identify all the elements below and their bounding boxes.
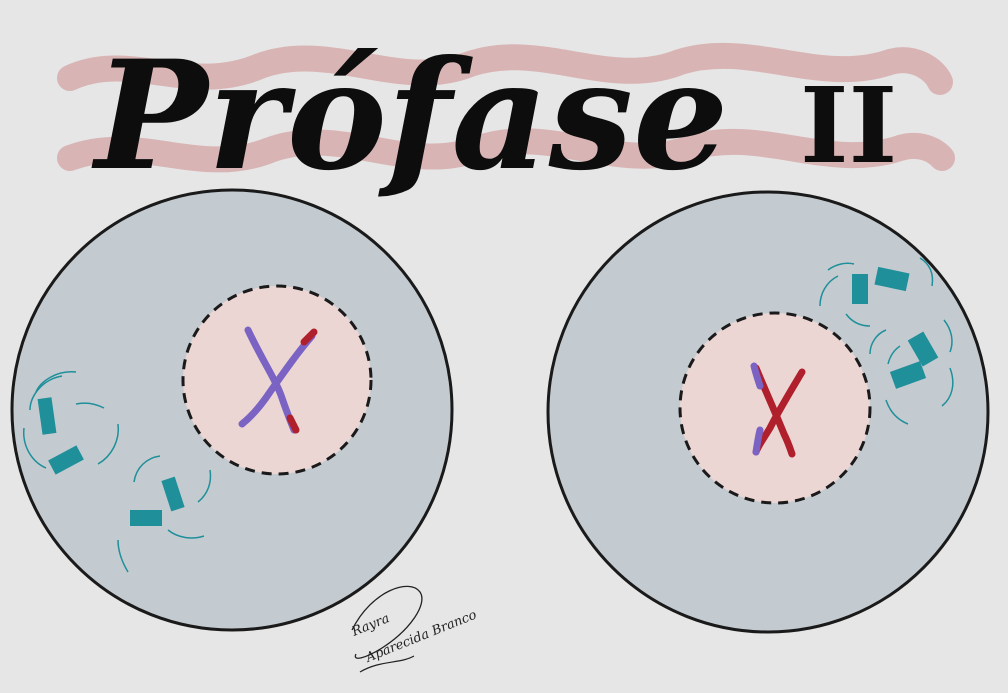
title-numeral: II [800,64,897,187]
centrosome [23,371,120,475]
signature-line-1: Rayra [349,611,392,640]
centrosome [869,319,954,425]
chromosome [750,362,806,458]
left-cell [10,188,454,632]
centrosome [819,257,934,327]
right-cell [546,190,990,634]
title-highlight [57,42,955,173]
artist-signature: Rayra Aparecida Branco [349,585,479,673]
chromosome [238,326,318,434]
title-main: Prófase [91,28,728,204]
centrosome [117,455,212,573]
